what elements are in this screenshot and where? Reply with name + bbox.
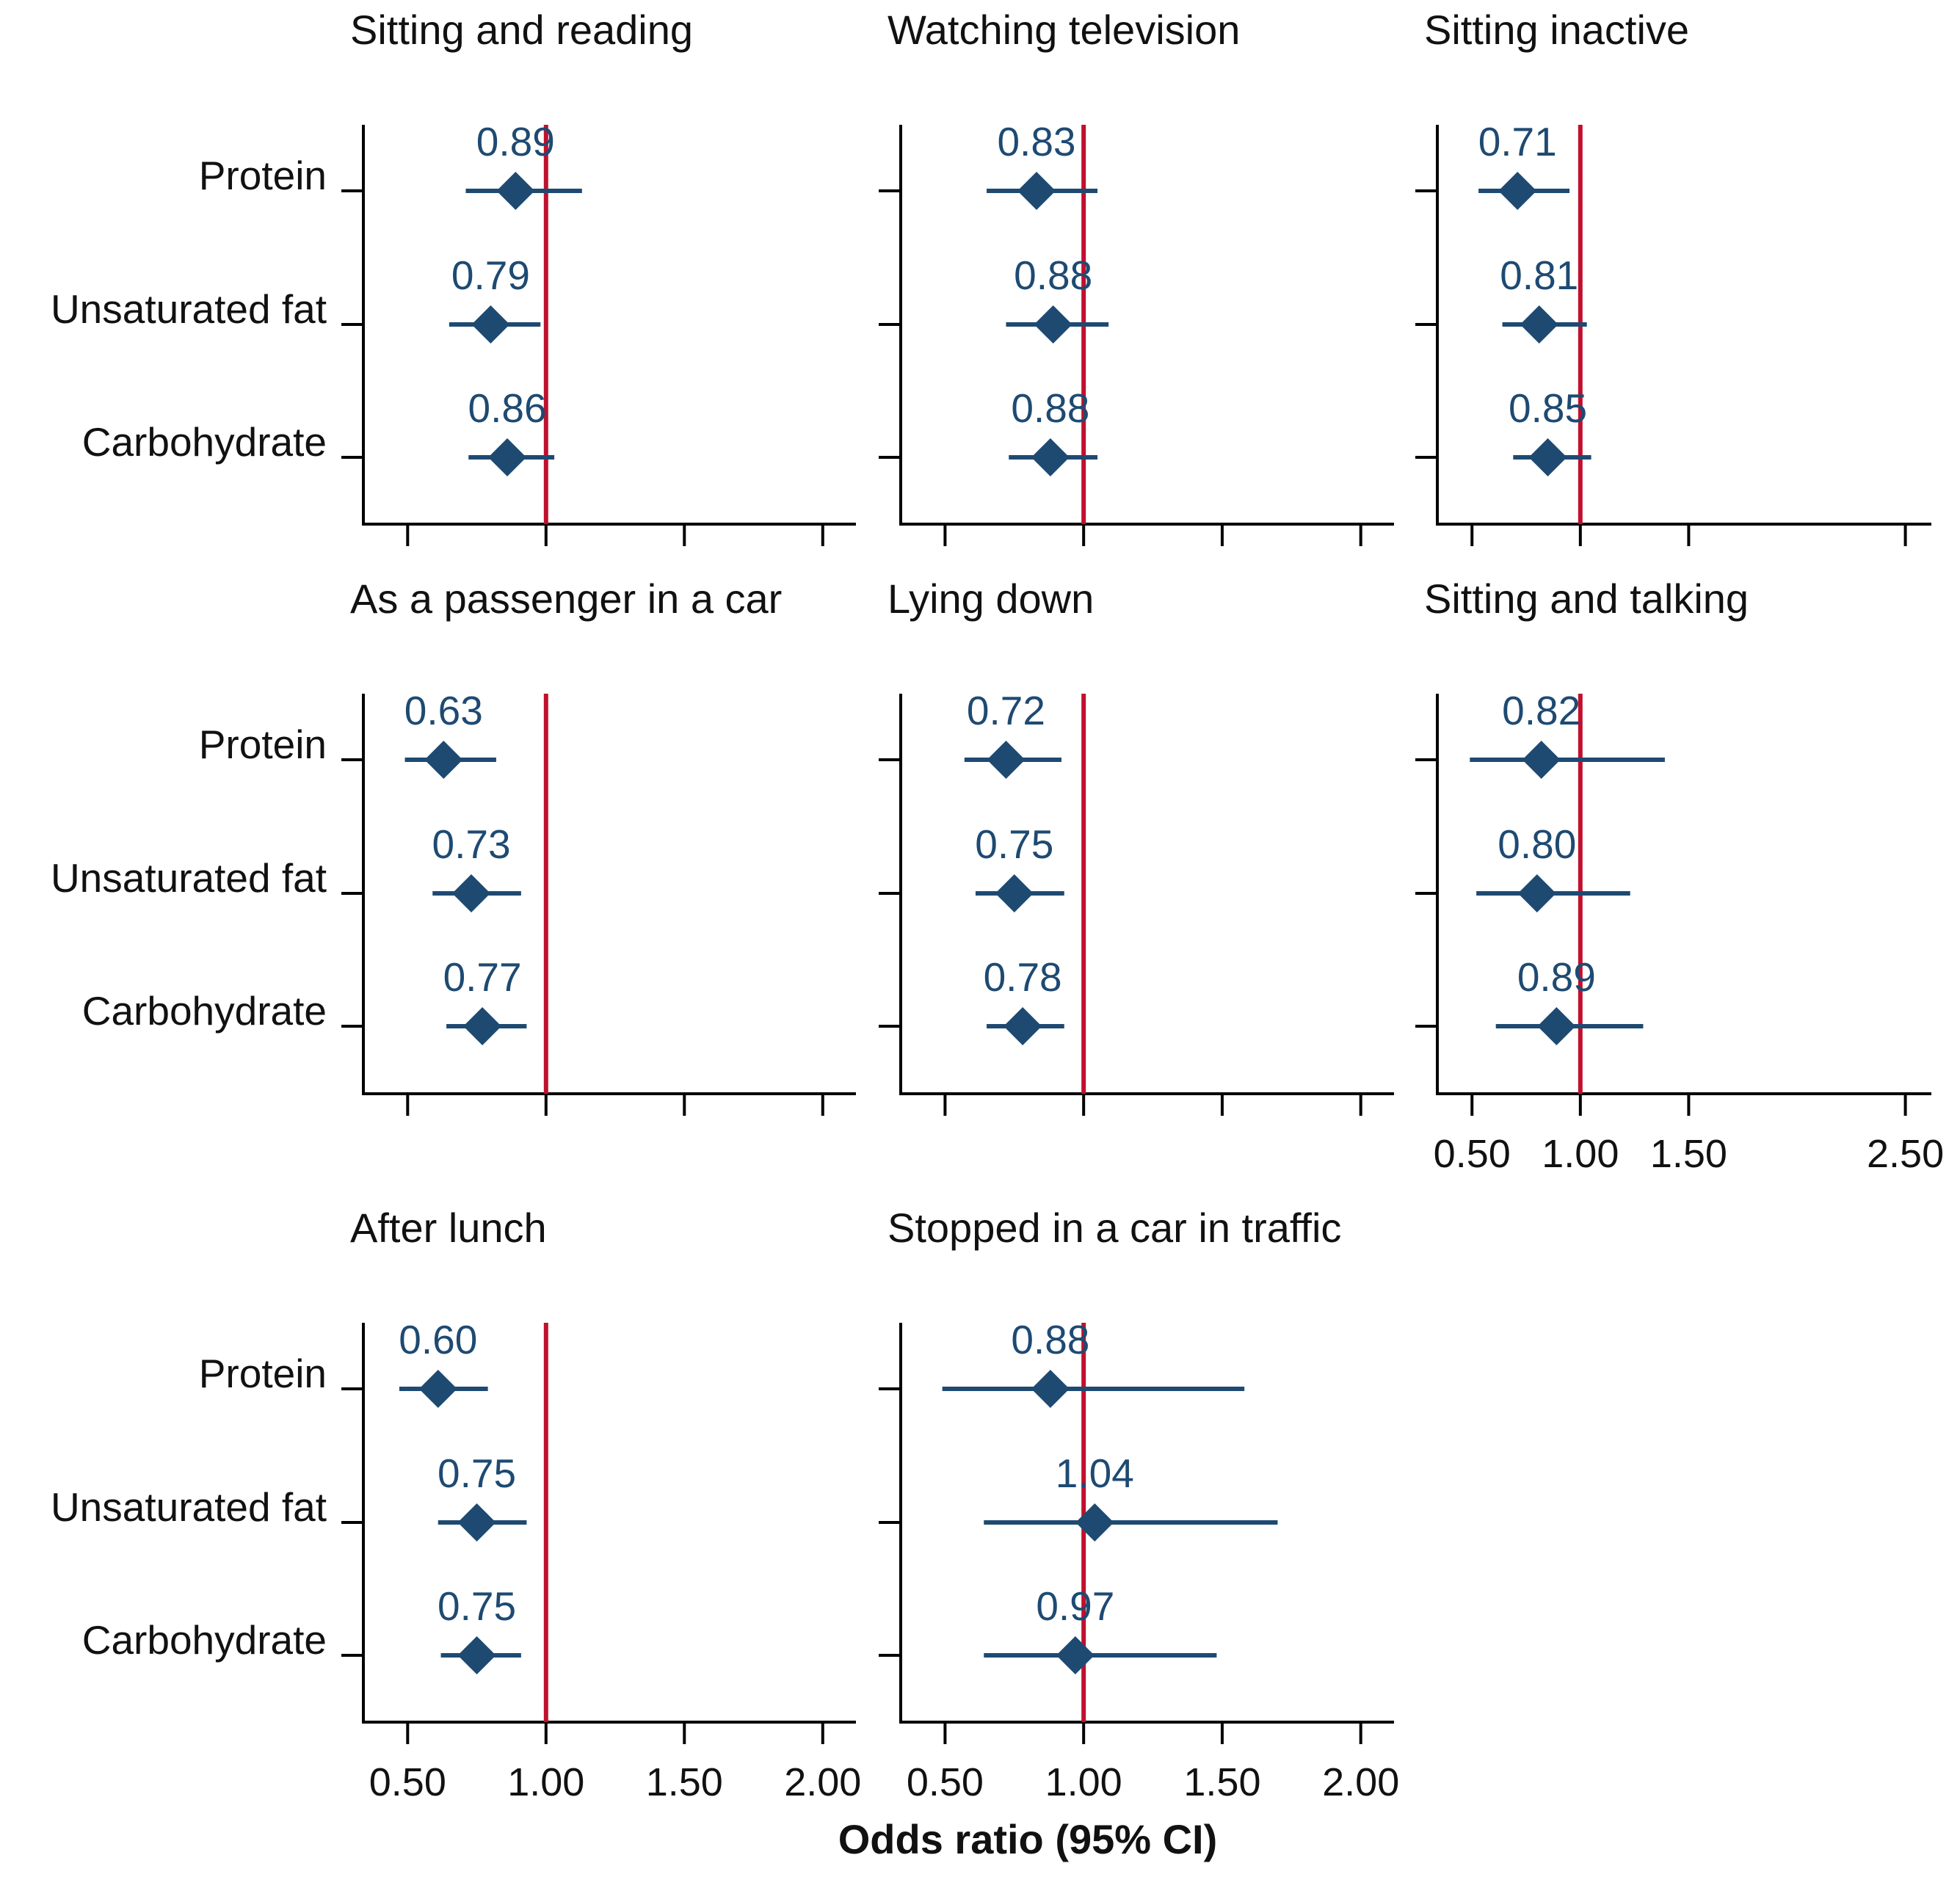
panel-title: As a passenger in a car [350, 576, 782, 622]
value-label: 0.88 [1011, 1317, 1089, 1362]
point-marker-protein [987, 741, 1026, 779]
value-label: 0.89 [1517, 954, 1596, 1000]
point-marker-protein [496, 172, 535, 210]
panel-title: Sitting inactive [1424, 7, 1689, 53]
x-tick-label: 0.50 [369, 1760, 446, 1804]
x-tick-label: 1.00 [1542, 1132, 1619, 1176]
x-tick-label: 1.50 [1650, 1132, 1727, 1176]
point-marker-carbohydrate [488, 438, 527, 476]
x-tick-label: 0.50 [907, 1760, 984, 1804]
panel-title: Stopped in a car in traffic [888, 1205, 1341, 1251]
point-marker-carbohydrate [1003, 1007, 1042, 1045]
value-label: 0.89 [476, 119, 555, 164]
y-category-label: Protein [199, 722, 327, 767]
x-tick-label: 1.00 [507, 1760, 584, 1804]
point-marker-unsaturated-fat [995, 874, 1034, 912]
value-label: 0.72 [967, 688, 1045, 733]
x-tick-label: 1.50 [1183, 1760, 1260, 1804]
point-marker-protein [1522, 741, 1561, 779]
point-marker-unsaturated-fat [471, 305, 510, 344]
x-axis-title: Odds ratio (95% CI) [838, 1816, 1218, 1862]
point-marker-unsaturated-fat [1034, 305, 1072, 344]
panel-title: Sitting and talking [1424, 576, 1749, 622]
x-tick-label: 1.50 [646, 1760, 723, 1804]
point-marker-carbohydrate [457, 1636, 496, 1674]
point-marker-protein [424, 741, 463, 779]
point-marker-protein [418, 1370, 457, 1408]
panel-after-lunch: After lunch 0.50 1.00 1.50 2.00 Protein 0.60 Un… [51, 1205, 861, 1804]
point-marker-carbohydrate [1056, 1636, 1095, 1674]
value-label: 0.82 [1502, 688, 1580, 733]
value-label: 0.75 [438, 1583, 516, 1629]
panel-title: Lying down [888, 576, 1094, 622]
point-marker-carbohydrate [1537, 1007, 1576, 1045]
y-category-label: Unsaturated fat [51, 1484, 327, 1530]
panel-sitting-and-talking: Sitting and talking 0.50 1.00 1.50 2.50 0.82 0… [1415, 576, 1944, 1176]
point-marker-carbohydrate [463, 1007, 502, 1045]
value-label: 1.04 [1056, 1451, 1134, 1496]
value-label: 0.75 [975, 821, 1053, 867]
value-label: 0.88 [1014, 253, 1092, 298]
value-label: 0.97 [1036, 1583, 1114, 1629]
panel-watching-television: Watching television 0.83 0.88 0.88 [879, 7, 1394, 546]
value-label: 0.78 [984, 954, 1062, 1000]
value-label: 0.63 [404, 688, 483, 733]
value-label: 0.79 [451, 253, 530, 298]
x-tick-label: 2.00 [1322, 1760, 1399, 1804]
y-category-label: Unsaturated fat [51, 286, 327, 332]
value-label: 0.75 [438, 1451, 516, 1496]
point-marker-unsaturated-fat [1520, 305, 1558, 344]
point-marker-unsaturated-fat [1075, 1503, 1114, 1542]
x-tick-label: 2.50 [1867, 1132, 1944, 1176]
y-category-label: Protein [199, 153, 327, 198]
panel-title: Sitting and reading [350, 7, 693, 53]
value-label: 0.83 [997, 119, 1075, 164]
point-marker-protein [1031, 1370, 1070, 1408]
x-tick-label: 1.00 [1045, 1760, 1122, 1804]
panel-stopped-in-a-car-in-traffic: Stopped in a car in traffic 0.50 1.00 1.50 2… [879, 1205, 1399, 1804]
point-marker-unsaturated-fat [1517, 874, 1556, 912]
value-label: 0.81 [1500, 253, 1578, 298]
point-marker-unsaturated-fat [457, 1503, 496, 1542]
x-tick-label: 0.50 [1434, 1132, 1511, 1176]
panel-title: Watching television [888, 7, 1240, 53]
panel-title: After lunch [350, 1205, 547, 1251]
value-label: 0.77 [443, 954, 522, 1000]
value-label: 0.73 [432, 821, 510, 867]
panel-as-a-passenger-in-a-car: As a passenger in a car Protein 0.63 Unsatu… [51, 576, 856, 1116]
panel-sitting-and-reading: Sitting and reading Protein 0.89 Unsaturate… [51, 7, 856, 546]
point-marker-protein [1017, 172, 1056, 210]
value-label: 0.60 [399, 1317, 477, 1362]
y-category-label: Carbohydrate [82, 988, 327, 1034]
value-label: 0.88 [1011, 385, 1089, 431]
point-marker-unsaturated-fat [452, 874, 491, 912]
y-category-label: Unsaturated fat [51, 855, 327, 901]
value-label: 0.86 [468, 385, 546, 431]
x-tick-label: 2.00 [784, 1760, 861, 1804]
y-category-label: Carbohydrate [82, 1617, 327, 1663]
point-marker-carbohydrate [1031, 438, 1070, 476]
point-marker-carbohydrate [1528, 438, 1567, 476]
value-label: 0.85 [1509, 385, 1587, 431]
panel-sitting-inactive: Sitting inactive 0.71 0.81 0.85 [1415, 7, 1931, 546]
y-category-label: Protein [199, 1351, 327, 1396]
y-category-label: Carbohydrate [82, 419, 327, 465]
point-marker-protein [1498, 172, 1537, 210]
panel-lying-down: Lying down 0.72 0.75 0.78 [879, 576, 1394, 1116]
value-label: 0.71 [1478, 119, 1557, 164]
value-label: 0.80 [1498, 821, 1576, 867]
